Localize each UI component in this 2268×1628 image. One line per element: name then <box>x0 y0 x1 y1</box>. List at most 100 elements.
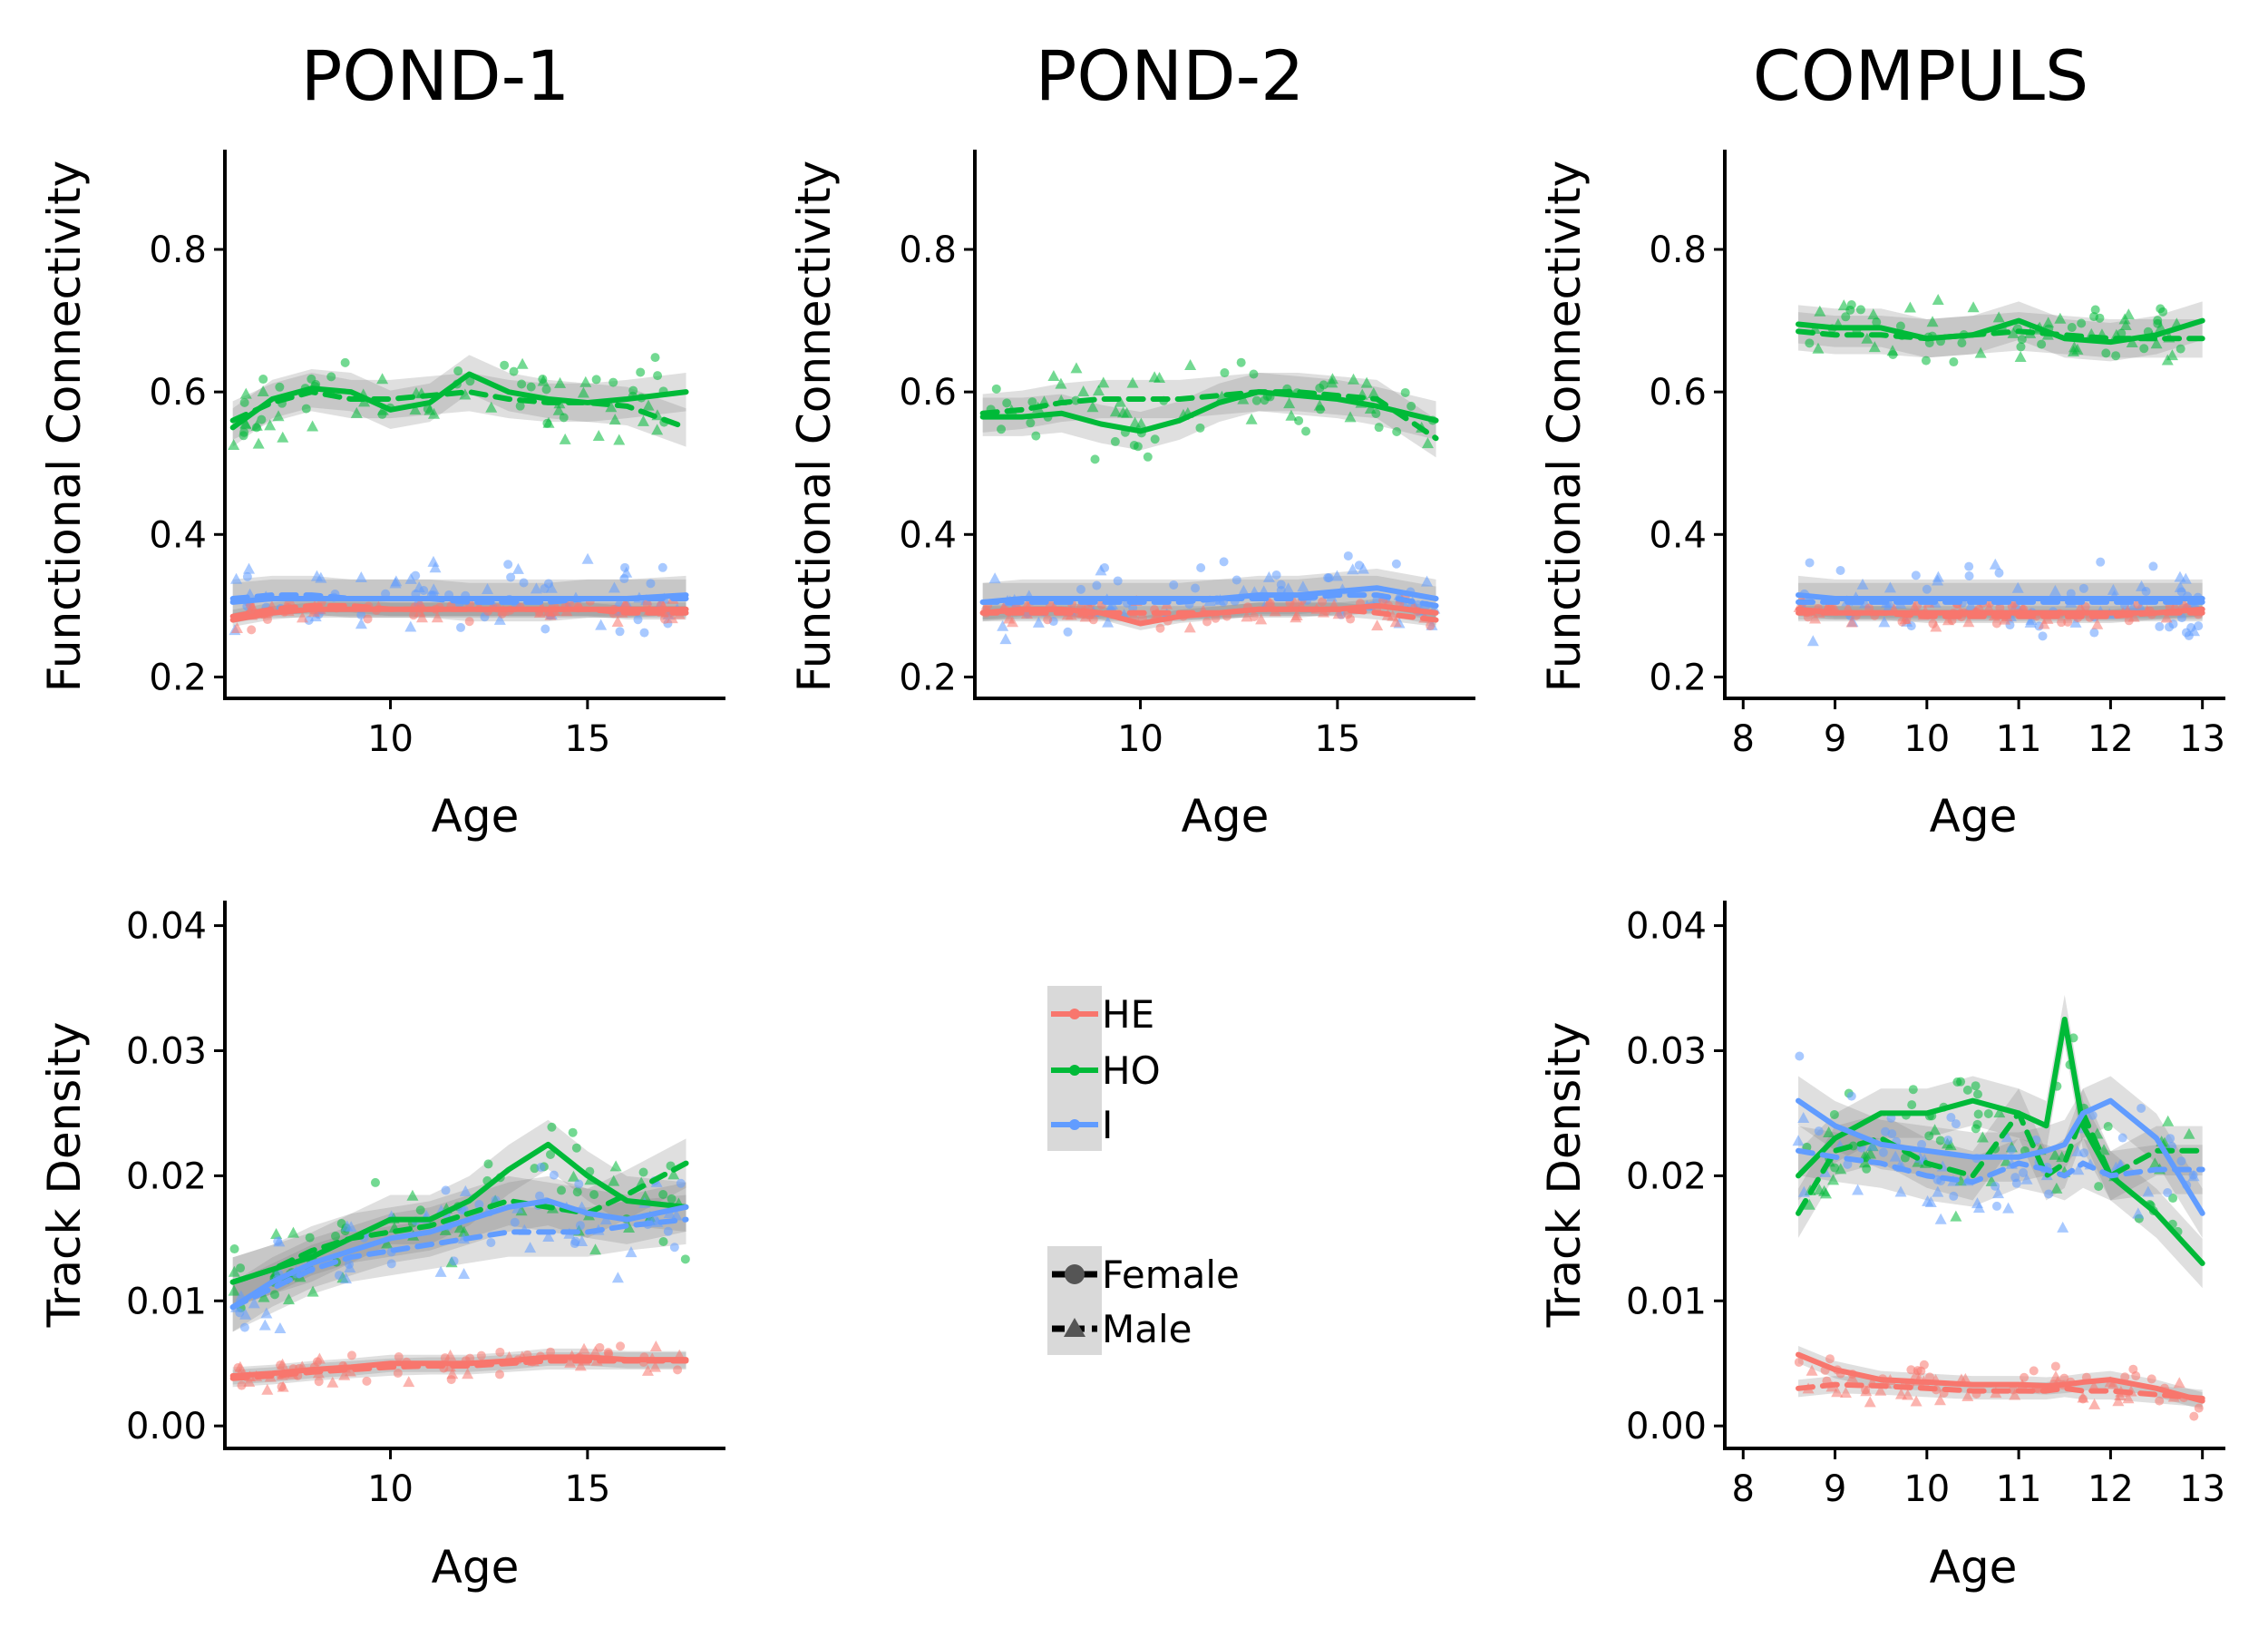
y-tick-label: 0.01 <box>1626 1281 1707 1322</box>
data-point-ho-male <box>2014 351 2027 363</box>
data-point-ho-female <box>1195 423 1205 433</box>
data-point-ho-male <box>1148 371 1161 383</box>
data-point-i-female <box>1846 1091 1856 1101</box>
x-tick-label: 10 <box>1903 1468 1950 1510</box>
legend-point-ho <box>1069 1065 1080 1076</box>
data-point-i-male <box>581 552 594 564</box>
data-point-i-male <box>1357 562 1369 574</box>
data-point-he-male <box>446 1368 459 1379</box>
y-tick-label: 0.8 <box>899 229 957 271</box>
data-point-i-male <box>2132 1207 2145 1219</box>
data-point-i-male <box>2188 625 2201 637</box>
data-point-i-male <box>413 580 425 592</box>
data-point-ho-female <box>330 1231 340 1241</box>
data-point-i-female <box>1922 584 1932 594</box>
data-point-ho-male <box>1827 1174 1840 1185</box>
data-point-i-female <box>1092 580 1102 590</box>
legend-sex-key-background <box>1047 1246 1102 1355</box>
data-point-he-female <box>2020 1372 2030 1382</box>
legend-label-i: I <box>1102 1103 1113 1147</box>
data-point-ho-male <box>2042 317 2055 328</box>
data-point-i-male <box>1806 635 1819 647</box>
legend-label-female: Female <box>1102 1253 1240 1297</box>
data-point-i-female <box>2088 1110 2098 1120</box>
data-point-ho-male <box>1993 1106 2006 1118</box>
data-point-ho-male <box>2054 312 2067 324</box>
data-point-i-female <box>633 615 643 625</box>
data-point-ho-female <box>658 1190 668 1200</box>
data-point-he-female <box>393 1369 403 1379</box>
data-point-he-female <box>2131 1371 2141 1381</box>
data-point-ho-male <box>1129 416 1142 428</box>
data-point-ho-female <box>2037 339 2047 349</box>
y-tick-label: 0.03 <box>1626 1030 1707 1072</box>
data-point-ho-male <box>1903 301 1916 313</box>
data-point-i-male <box>999 633 1012 645</box>
data-point-i-female <box>486 1238 496 1248</box>
data-point-he-male <box>1241 610 1253 622</box>
x-tick-label: 11 <box>1996 718 2042 760</box>
x-tick-label: 12 <box>2088 1468 2134 1510</box>
y-axis-title: Functional Connectivity <box>1538 161 1591 692</box>
data-point-ho-female <box>238 431 248 441</box>
data-point-i-male <box>599 1214 612 1225</box>
data-point-i-female <box>1219 557 1229 567</box>
series-line-i-male <box>229 592 689 605</box>
x-tick-label: 10 <box>367 1468 414 1510</box>
data-point-i-male <box>2011 581 2024 593</box>
data-point-i-female <box>1795 1051 1805 1061</box>
data-point-ho-female <box>658 1237 668 1247</box>
data-point-ho-female <box>453 366 463 376</box>
data-point-ho-female <box>628 385 638 395</box>
data-point-ho-male <box>277 431 289 443</box>
data-point-ho-female <box>1002 398 1012 408</box>
legend-point-female <box>1065 1264 1085 1284</box>
data-point-ho-male <box>1950 1210 1962 1222</box>
data-point-ho-male <box>2118 313 2131 325</box>
data-point-he-female <box>394 1352 404 1362</box>
data-point-i-female <box>1343 551 1353 561</box>
data-point-ho-male <box>1283 397 1296 409</box>
data-point-i-male <box>1237 584 1250 596</box>
x-tick-label: 11 <box>1996 1468 2042 1510</box>
data-point-i-female <box>441 1185 451 1195</box>
data-point-ho-female <box>1907 1100 1917 1110</box>
data-point-ho-female <box>1973 1109 1983 1119</box>
data-point-ho-male <box>1823 1126 1835 1137</box>
column-title-pond-2: POND-2 <box>1036 35 1305 116</box>
data-point-he-male <box>544 609 557 620</box>
data-point-he-female <box>1346 614 1356 624</box>
data-point-i-female <box>1169 580 1179 590</box>
data-point-ho-male <box>2161 354 2174 366</box>
data-point-ho-female <box>2094 1182 2104 1192</box>
data-point-i-female <box>1881 1126 1891 1136</box>
data-point-ho-male <box>1109 405 1122 417</box>
data-point-he-female <box>2050 1361 2060 1371</box>
x-axis-title: Age <box>1182 790 1270 843</box>
data-point-ho-female <box>546 1149 556 1159</box>
data-point-i-male <box>340 1272 353 1284</box>
data-point-ho-female <box>680 1254 690 1264</box>
x-tick-label: 15 <box>1314 718 1360 760</box>
data-point-i-female <box>1943 1136 1953 1145</box>
data-point-ho-male <box>250 419 263 431</box>
data-point-ho-female <box>1249 369 1259 379</box>
data-point-he-male <box>649 1340 662 1351</box>
data-point-i-female <box>2044 1189 2054 1199</box>
data-point-ho-male <box>1368 386 1380 398</box>
data-point-ho-female <box>301 404 311 414</box>
data-point-he-male <box>462 1368 474 1379</box>
data-point-he-female <box>1202 617 1212 627</box>
data-point-i-male <box>390 575 403 587</box>
data-point-he-female <box>2194 1403 2204 1413</box>
data-point-i-female <box>2007 1145 2017 1155</box>
data-point-i-female <box>2181 628 2191 638</box>
data-point-ho-male <box>1348 373 1360 385</box>
data-point-i-male <box>1856 578 1869 590</box>
data-point-i-male <box>1852 1184 1864 1195</box>
data-point-ho-female <box>1855 305 1865 315</box>
series-line-ho-female <box>1796 1017 2205 1266</box>
data-point-ho-male <box>651 424 664 435</box>
data-point-ho-female <box>2077 318 2087 328</box>
data-point-he-male <box>313 1352 326 1364</box>
